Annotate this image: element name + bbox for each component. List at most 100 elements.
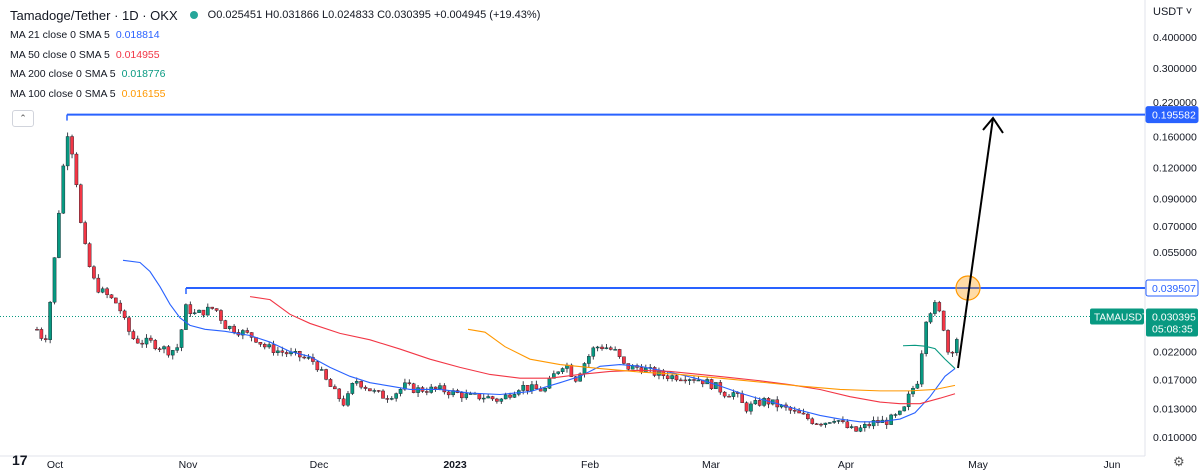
candle-body [530,384,534,391]
candle-body [122,310,127,318]
indicator-value: 0.016155 [121,87,166,100]
candle-body [727,395,731,398]
y-tick-label: 0.300000 [1153,63,1197,75]
candle-body [924,321,928,354]
candle-body [442,385,447,393]
symbol-tag-bg [1090,308,1144,325]
candle-body [166,346,171,356]
candle-body [241,330,245,336]
candle-body [718,382,723,393]
candle-body [884,419,889,425]
ma50-line [249,296,956,405]
candle-body [118,302,123,312]
candle-body [381,390,385,399]
tradingview-logo: 17 [12,452,28,468]
candle-body [950,351,955,354]
candle-body [679,379,683,382]
candle-body [591,347,596,357]
candle-body [893,414,898,416]
candle-body [223,320,228,329]
indicator-label: MA 21 close 0 SMA 5 [10,29,110,41]
candle-body [731,392,736,397]
candle-body [153,340,158,349]
candle-body [578,373,582,382]
candle-body [324,369,328,380]
candle-body [100,288,105,293]
candle-body [70,136,74,155]
gear-icon[interactable]: ⚙ [1173,454,1185,469]
indicator-ma21[interactable]: MA 21 close 0 SMA 5 0.018814 [10,26,540,46]
y-tick-label: 0.220000 [1153,97,1197,109]
legend-collapse-button[interactable]: ⌃ [12,110,34,127]
candle-body [333,386,337,390]
candle-body [757,400,762,406]
candle-body [665,375,670,379]
y-tick-label: 0.160000 [1153,131,1197,143]
candle-body [433,386,438,389]
candle-body [692,379,696,381]
candle-body [363,386,368,389]
candle-body [245,330,250,333]
x-tick-label: Dec [310,459,329,471]
symbol-tag: TAMAUSDT [1094,312,1148,323]
candle-body [87,243,92,267]
candle-body [425,391,429,393]
candle-body [201,309,206,316]
candle-body [740,393,744,403]
candle-body [871,420,876,427]
candle-body [797,410,801,414]
x-tick-label: Oct [47,459,63,471]
candle-body [560,368,565,373]
projection-arrow [957,117,994,369]
candle-body [863,424,867,428]
symbol-title[interactable]: Tamadoge/Tether · 1D · OKX [10,7,178,23]
candle-body [595,346,600,349]
candle-body [403,382,407,390]
indicator-label: MA 200 close 0 SMA 5 [10,68,116,80]
indicator-value: 0.018776 [121,68,166,80]
candle-body [814,423,819,425]
candle-body [792,410,797,412]
candle-body [827,422,832,424]
indicator-ma100[interactable]: MA 100 close 0 SMA 5 0.016155 [10,85,540,105]
candle-body [227,325,232,329]
currency-selector[interactable]: USDT ˅ [1153,6,1193,18]
candles [35,132,959,433]
candle-body [670,375,674,379]
x-tick-label: Feb [581,459,599,471]
x-tick-label: Jun [1104,459,1121,471]
indicator-label: MA 100 close 0 SMA 5 [10,87,116,100]
candle-body [490,396,495,400]
y-tick-label: 0.120000 [1153,163,1197,175]
candle-body [96,277,101,293]
candle-body [280,350,285,353]
y-tick-label: 0.010000 [1153,432,1197,444]
candle-body [867,424,871,427]
y-tick-label: 0.055000 [1153,247,1197,259]
y-tick-label: 0.090000 [1153,194,1197,206]
x-tick-label: Mar [702,459,721,471]
candle-body [293,351,298,353]
candle-body [372,390,377,392]
candle-body [184,304,188,330]
market-status-icon [189,11,198,19]
candle-body [849,426,854,429]
candle-body [744,402,749,412]
candle-body [74,153,79,186]
candle-body [832,420,836,423]
candle-body [613,349,617,351]
candle-body [276,350,280,353]
indicator-ma200[interactable]: MA 200 close 0 SMA 5 0.018776 [10,65,540,85]
indicator-value: 0.018814 [115,29,160,41]
candle-body [337,388,342,400]
candle-body [306,357,311,359]
ma21-line [122,259,956,423]
candle-body [114,297,118,304]
candle-body [411,383,416,393]
candle-body [416,387,420,393]
candle-body [919,353,924,385]
candle-body [188,304,193,315]
candle-body [232,325,236,333]
indicator-ma50[interactable]: MA 50 close 0 SMA 5 0.014955 [10,46,540,66]
